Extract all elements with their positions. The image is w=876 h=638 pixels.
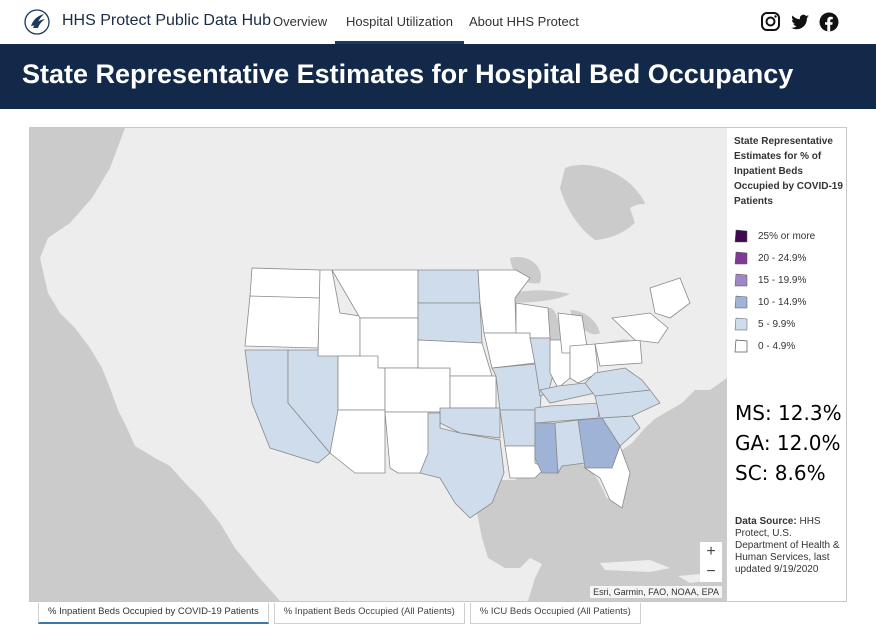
state-wi[interactable] (515, 302, 551, 339)
facebook-icon[interactable] (818, 11, 840, 33)
legend-item-0-4: 0 - 4.9% (734, 335, 844, 357)
nav-overview[interactable]: Overview (273, 14, 328, 29)
state-ia[interactable] (483, 332, 536, 369)
state-mn[interactable] (477, 269, 531, 334)
data-source: Data Source: HHS Protect, U.S. Departmen… (735, 516, 845, 576)
tab-all-inpatient[interactable]: % Inpatient Beds Occupied (All Patients) (273, 603, 465, 624)
metric-tabs: % Inpatient Beds Occupied by COVID-19 Pa… (38, 603, 646, 624)
instagram-icon[interactable] (760, 11, 782, 33)
nav-hospital-utilization[interactable]: Hospital Utilization (335, 0, 464, 44)
legend-label: 25% or more (758, 230, 816, 242)
state-ny[interactable] (611, 312, 669, 344)
state-al[interactable] (554, 419, 586, 475)
state-co[interactable] (384, 367, 451, 413)
top-nav-bar: HHS Protect Public Data Hub Overview Hos… (0, 0, 876, 44)
legend-label: 5 - 9.9% (758, 318, 796, 330)
us-states (244, 267, 691, 519)
legend-label: 15 - 19.9% (758, 274, 807, 286)
legend-item-20-24: 20 - 24.9% (734, 247, 844, 269)
map-zoom-control: + − (700, 542, 722, 582)
legend-swatch (734, 229, 748, 243)
legend-swatch (734, 273, 748, 287)
stat-ga: GA: 12.0% (735, 431, 841, 455)
page-title: State Representative Estimates for Hospi… (22, 59, 794, 89)
state-sd[interactable] (417, 302, 483, 344)
island (630, 203, 670, 230)
legend-item-25-plus: 25% or more (734, 225, 844, 247)
state-tx[interactable] (419, 412, 505, 519)
legend-swatch (734, 251, 748, 265)
map-legend: State Representative Estimates for % of … (734, 134, 844, 357)
state-mo[interactable] (491, 363, 543, 411)
legend-label: 20 - 24.9% (758, 252, 807, 264)
brand-title[interactable]: HHS Protect Public Data Hub (62, 12, 271, 29)
legend-title: State Representative Estimates for % of … (734, 136, 843, 207)
map-attribution[interactable]: Esri, Garmin, FAO, NOAA, EPA (590, 586, 722, 598)
state-nd[interactable] (417, 269, 481, 304)
map-panel: Esri, Garmin, FAO, NOAA, EPA + − State R… (29, 127, 847, 602)
nav-about-hhs-protect[interactable]: About HHS Protect (469, 14, 579, 29)
stat-sc: SC: 8.6% (735, 461, 826, 485)
main-nav-about: About HHS Protect (458, 0, 590, 44)
state-ut[interactable] (337, 355, 386, 411)
legend-label: 0 - 4.9% (758, 340, 796, 352)
main-nav: Overview (262, 0, 338, 44)
lake-north (510, 257, 541, 284)
state-wa[interactable] (249, 267, 321, 301)
legend-item-15-19: 15 - 19.9% (734, 269, 844, 291)
legend-swatch (734, 339, 748, 353)
stat-ms: MS: 12.3% (735, 401, 842, 425)
data-source-text: HHS Protect, U.S. Department of Health &… (735, 516, 840, 575)
state-va[interactable] (584, 367, 651, 397)
main-nav-hospital: Hospital Utilization (335, 0, 464, 44)
hhs-eagle-logo-icon[interactable] (24, 8, 50, 36)
state-ar[interactable] (499, 409, 536, 447)
legend-label: 10 - 14.9% (758, 296, 807, 308)
us-choropleth-map[interactable] (30, 128, 727, 601)
page-banner: State Representative Estimates for Hospi… (0, 44, 876, 109)
tab-icu-all[interactable]: % ICU Beds Occupied (All Patients) (469, 603, 641, 624)
state-oh[interactable] (569, 343, 599, 384)
twitter-icon[interactable] (789, 11, 811, 33)
legend-items: 25% or more 20 - 24.9% 15 - 19.9% 10 - 1… (734, 225, 844, 357)
tab-covid-inpatient[interactable]: % Inpatient Beds Occupied by COVID-19 Pa… (38, 603, 269, 624)
zoom-out-button[interactable]: − (700, 562, 722, 582)
state-ks[interactable] (449, 375, 497, 409)
state-or[interactable] (244, 295, 321, 349)
state-pa[interactable] (594, 339, 643, 367)
state-stats: MS: 12.3% GA: 12.0% SC: 8.6% (735, 398, 842, 488)
cuba (600, 560, 670, 572)
data-source-label: Data Source: (735, 516, 797, 527)
legend-swatch (734, 295, 748, 309)
hudson-bay (560, 164, 645, 240)
legend-swatch (734, 317, 748, 331)
zoom-in-button[interactable]: + (700, 542, 722, 562)
state-me-nh-vt[interactable] (649, 277, 691, 319)
state-fl[interactable] (583, 444, 631, 509)
legend-item-5-9: 5 - 9.9% (734, 313, 844, 335)
legend-item-10-14: 10 - 14.9% (734, 291, 844, 313)
state-ms[interactable] (534, 422, 559, 474)
state-az[interactable] (329, 409, 386, 474)
